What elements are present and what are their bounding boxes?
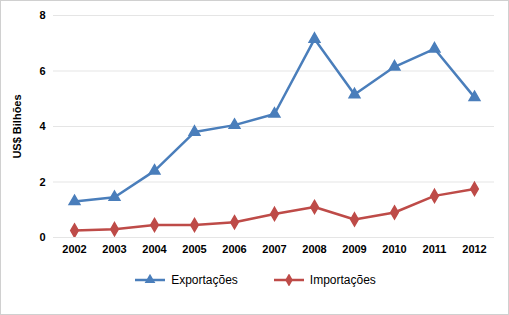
svg-text:2003: 2003 (102, 243, 126, 255)
svg-text:2005: 2005 (182, 243, 206, 255)
svg-text:4: 4 (39, 120, 46, 132)
svg-text:2004: 2004 (142, 243, 167, 255)
svg-text:0: 0 (39, 231, 45, 243)
svg-text:8: 8 (39, 9, 45, 21)
svg-text:2007: 2007 (262, 243, 286, 255)
svg-text:2006: 2006 (222, 243, 246, 255)
svg-text:2012: 2012 (462, 243, 486, 255)
svg-text:2: 2 (39, 176, 45, 188)
svg-text:2008: 2008 (302, 243, 326, 255)
svg-text:2010: 2010 (382, 243, 406, 255)
svg-text:2011: 2011 (423, 243, 447, 255)
html-text:Importações: Importações (309, 273, 376, 287)
html-text:Exportações: Exportações (171, 273, 238, 287)
svg-text:2009: 2009 (342, 243, 366, 255)
svg-text:2002: 2002 (62, 243, 86, 255)
svg-text:US$ Bilhões: US$ Bilhões (11, 94, 23, 158)
svg-text:6: 6 (39, 65, 45, 77)
